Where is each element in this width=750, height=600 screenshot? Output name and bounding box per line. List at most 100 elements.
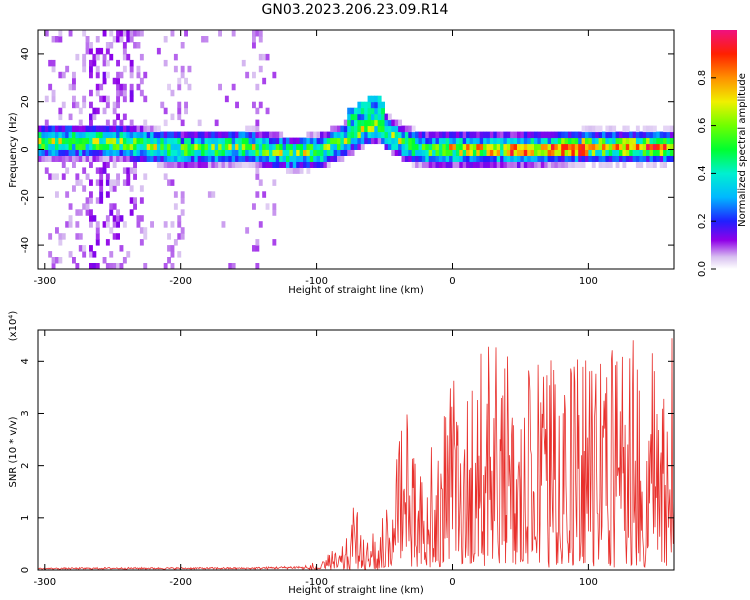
spectrogram-cell: [527, 143, 532, 150]
spectrogram-cell: [133, 155, 137, 162]
spectrogram-cell: [255, 119, 260, 127]
spectrogram-cell: [316, 155, 321, 162]
spectrogram-cell: [493, 155, 498, 162]
spectrogram-cell: [377, 137, 382, 145]
spectrogram-cell: [187, 65, 192, 73]
spectrogram-cell: [418, 149, 423, 156]
spectrogram-cell: [112, 125, 117, 133]
spectrogram-cell: [540, 137, 545, 145]
spectrogram-cell: [438, 155, 443, 162]
spectrogram-cell: [367, 137, 372, 145]
spectrogram-cell: [438, 149, 443, 156]
spectrogram-cell: [337, 149, 341, 156]
spectrogram-cell: [163, 131, 168, 139]
spectrogram-cell: [119, 36, 124, 43]
spectrogram-cell: [612, 149, 617, 156]
spectrogram-cell: [625, 137, 630, 145]
spectrogram-cell: [591, 161, 596, 168]
spectrogram-cell: [337, 155, 341, 162]
spectrogram-cell: [408, 131, 413, 139]
spectrogram-cell: [156, 125, 161, 133]
spectrogram-cell: [394, 149, 399, 156]
spectrogram-cell: [122, 113, 127, 121]
spectrogram-cell: [55, 143, 59, 150]
spectrogram-cell: [666, 131, 671, 139]
spectrogram-cell: [156, 161, 161, 168]
spectrogram-cell: [146, 125, 151, 133]
spectrogram-cell: [585, 143, 589, 150]
spectrogram-cell: [136, 71, 141, 79]
spectrogram-cell: [116, 143, 120, 150]
spectrogram-cell: [82, 155, 87, 162]
spectrogram-cell: [224, 149, 229, 156]
spectrogram-cell: [459, 161, 464, 168]
spectrogram-cell: [61, 173, 66, 180]
spectrogram-cell: [520, 131, 525, 139]
spectrogram-cell: [139, 155, 144, 162]
spectrogram-cell: [228, 263, 233, 269]
spectrogram-cell: [377, 131, 382, 139]
spectrogram-cell: [167, 155, 171, 162]
spectrogram-cell: [153, 137, 158, 145]
spectrogram-cell: [506, 137, 511, 145]
spectrogram-cell: [163, 119, 168, 127]
spectrogram-cell: [262, 155, 267, 162]
spectrogram-cell: [258, 30, 263, 37]
spectrogram-cell: [129, 143, 134, 150]
spectrogram-cell: [58, 71, 63, 79]
spectrogram-cell: [571, 137, 576, 145]
spectrogram-cell: [489, 137, 494, 145]
spectrogram-cell: [116, 149, 120, 156]
spectrogram-cell: [119, 83, 124, 91]
spectrogram-cell: [78, 131, 83, 139]
spectrogram-cell: [510, 143, 515, 150]
spectrogram-cell: [126, 36, 131, 43]
spectrogram-cell: [656, 149, 661, 156]
spectrogram-cell: [394, 137, 399, 145]
spectrogram-cell: [241, 137, 246, 145]
spectrogram-cell: [591, 131, 596, 139]
spectrogram-cell: [116, 83, 120, 91]
spectrogram-cell: [459, 155, 464, 162]
spectrogram-cell: [89, 119, 93, 127]
spectrogram-cell: [190, 161, 195, 168]
spectrogram-cell: [133, 161, 137, 168]
spectrogram-cell: [486, 155, 491, 162]
spectrogram-cell: [68, 137, 73, 145]
spectrogram-cell: [85, 155, 90, 162]
spectrogram-cell: [540, 155, 545, 162]
spectrogram-cell: [635, 131, 640, 139]
spectrogram-cell: [286, 149, 290, 156]
spectrogram-cell: [139, 89, 144, 97]
spectrogram-cell: [350, 149, 355, 156]
spectrogram-cell: [479, 149, 484, 156]
spectrogram-cell: [476, 143, 481, 150]
spectrogram-cell: [112, 161, 117, 168]
spectrogram-cell: [449, 137, 453, 145]
spectrogram-cell: [133, 173, 137, 180]
spectrogram-cell: [139, 197, 144, 204]
spectrogram-cell: [167, 131, 171, 139]
spectrogram-cell: [340, 125, 345, 133]
spectrogram-cell: [547, 137, 552, 145]
spectrogram-cell: [89, 197, 93, 204]
spectrogram-cell: [428, 143, 433, 150]
spectrogram-cell: [68, 83, 73, 91]
spectrogram-cell: [602, 131, 606, 139]
spectrogram-cell: [292, 161, 297, 168]
spectrogram-cell: [58, 239, 63, 246]
spectrogram-cell: [116, 263, 120, 269]
spectrogram-cell: [194, 137, 199, 145]
spectrogram-cell: [602, 149, 606, 156]
spectrogram-cell: [133, 42, 137, 49]
spectrogram-cell: [411, 131, 416, 139]
spectrogram-cell: [82, 245, 87, 252]
spectrogram-cell: [513, 149, 518, 156]
spectrogram-cell: [598, 155, 603, 162]
spectrogram-cell: [354, 107, 358, 115]
spectrogram-cell: [122, 42, 127, 49]
spectrogram-cell: [65, 191, 70, 198]
spectrogram-cell: [265, 143, 270, 150]
spectrogram-cell: [129, 185, 134, 192]
spectrogram-cell: [252, 155, 256, 162]
